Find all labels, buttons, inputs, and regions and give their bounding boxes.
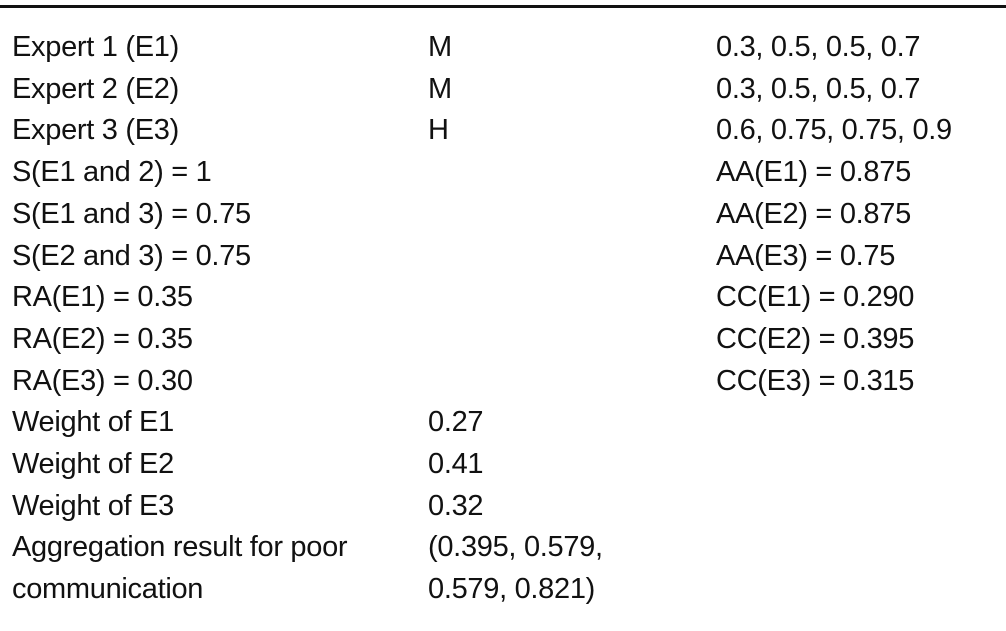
table-cell: [428, 277, 716, 319]
table-row: RA(E3) = 0.30 CC(E3) = 0.315: [12, 361, 1006, 403]
cell-text: Expert 1 (E1): [12, 31, 179, 63]
table-cell: Weight of E3: [12, 486, 428, 528]
table-cell: Weight of E1: [12, 402, 428, 444]
table-cell: M: [428, 27, 716, 69]
table-cell: H: [428, 110, 716, 152]
cell-text: M: [428, 31, 452, 63]
table-cell: 0.3, 0.5, 0.5, 0.7: [716, 27, 1006, 69]
table-cell: Aggregation result for poor communicatio…: [12, 527, 428, 610]
table-cell: AA(E3) = 0.75: [716, 236, 1006, 278]
cell-text: M: [428, 72, 452, 105]
cell-text: AA(E2) = 0.875: [716, 197, 911, 230]
cell-text: 0.27: [428, 406, 484, 439]
cell-text: S(E1 and 2) = 1: [12, 156, 212, 189]
cell-text: Weight of E1: [12, 406, 174, 439]
table-row: S(E2 and 3) = 0.75 AA(E3) = 0.75: [12, 236, 1006, 278]
table-cell: [428, 236, 716, 278]
cell-text: Expert 2 (E2): [12, 72, 179, 105]
table-cell: S(E1 and 3) = 0.75: [12, 194, 428, 236]
table-row: Expert 1 (E1) M 0.3, 0.5, 0.5, 0.7: [12, 27, 1006, 69]
table-cell: 0.32: [428, 486, 716, 528]
table-row: S(E1 and 3) = 0.75 AA(E2) = 0.875: [12, 194, 1006, 236]
table-cell: 0.27: [428, 402, 716, 444]
table-row: Weight of E2 0.41: [12, 444, 1006, 486]
table-row: Expert 2 (E2) M 0.3, 0.5, 0.5, 0.7: [12, 69, 1006, 111]
table-cell: [428, 319, 716, 361]
cell-text: RA(E1) = 0.35: [12, 281, 193, 314]
table-cell: [428, 152, 716, 194]
table-row: RA(E1) = 0.35 CC(E1) = 0.290: [12, 277, 1006, 319]
table-cell: 0.3, 0.5, 0.5, 0.7: [716, 69, 1006, 111]
table-row: S(E1 and 2) = 1 AA(E1) = 0.875: [12, 152, 1006, 194]
cell-text: 0.32: [428, 489, 484, 522]
cell-text: S(E1 and 3) = 0.75: [12, 197, 251, 230]
cell-text: Aggregation result for poor communicatio…: [12, 531, 348, 606]
cell-text: CC(E2) = 0.395: [716, 322, 915, 355]
table-cell: [428, 361, 716, 403]
table-row: Weight of E3 0.32: [12, 486, 1006, 528]
table-cell: (0.395, 0.579, 0.579, 0.821): [428, 527, 716, 610]
table-row: Weight of E1 0.27: [12, 402, 1006, 444]
table-row: Aggregation result for poor communicatio…: [12, 527, 1006, 610]
cell-text: RA(E2) = 0.35: [12, 322, 193, 355]
cell-text: S(E2 and 3) = 0.75: [12, 239, 251, 272]
cell-text: Weight of E3: [12, 489, 174, 522]
cell-text: H: [428, 114, 449, 147]
table-cell: S(E2 and 3) = 0.75: [12, 236, 428, 278]
table-cell: AA(E2) = 0.875: [716, 194, 1006, 236]
table-row: Expert 3 (E3) H 0.6, 0.75, 0.75, 0.9: [12, 110, 1006, 152]
table-cell: RA(E2) = 0.35: [12, 319, 428, 361]
table-cell: CC(E2) = 0.395: [716, 319, 1006, 361]
cell-text: 0.6, 0.75, 0.75, 0.9: [716, 114, 952, 147]
cell-text: AA(E1) = 0.875: [716, 156, 911, 189]
aggregation-table: Expert 1 (E1) M 0.3, 0.5, 0.5, 0.7 Expert 2…: [12, 27, 1006, 611]
table-cell: S(E1 and 2) = 1: [12, 152, 428, 194]
table-cell: 0.6, 0.75, 0.75, 0.9: [716, 110, 1006, 152]
table-cell: Expert 3 (E3): [12, 110, 428, 152]
table-top-rule: [0, 5, 1006, 8]
table-cell: RA(E1) = 0.35: [12, 277, 428, 319]
table-cell: AA(E1) = 0.875: [716, 152, 1006, 194]
table-cell: RA(E3) = 0.30: [12, 361, 428, 403]
cell-text: AA(E3) = 0.75: [716, 239, 896, 272]
cell-text: RA(E3) = 0.30: [12, 364, 193, 397]
table-cell: Expert 2 (E2): [12, 69, 428, 111]
table-cell: Expert 1 (E1): [12, 27, 428, 69]
cell-text: 0.3, 0.5, 0.5, 0.7: [716, 31, 921, 63]
table-cell: CC(E1) = 0.290: [716, 277, 1006, 319]
table-cell: [428, 194, 716, 236]
table-cell: 0.41: [428, 444, 716, 486]
cell-text: Weight of E2: [12, 448, 174, 481]
cell-text: 0.3, 0.5, 0.5, 0.7: [716, 72, 921, 105]
cell-text: 0.41: [428, 448, 484, 481]
cell-text: (0.395, 0.579, 0.579, 0.821): [428, 531, 603, 606]
table-cell: M: [428, 69, 716, 111]
cell-text: CC(E1) = 0.290: [716, 281, 915, 314]
table-cell: CC(E3) = 0.315: [716, 361, 1006, 403]
cell-text: CC(E3) = 0.315: [716, 364, 915, 397]
cell-text: Expert 3 (E3): [12, 114, 179, 147]
table-row: RA(E2) = 0.35 CC(E2) = 0.395: [12, 319, 1006, 361]
table-cell: Weight of E2: [12, 444, 428, 486]
